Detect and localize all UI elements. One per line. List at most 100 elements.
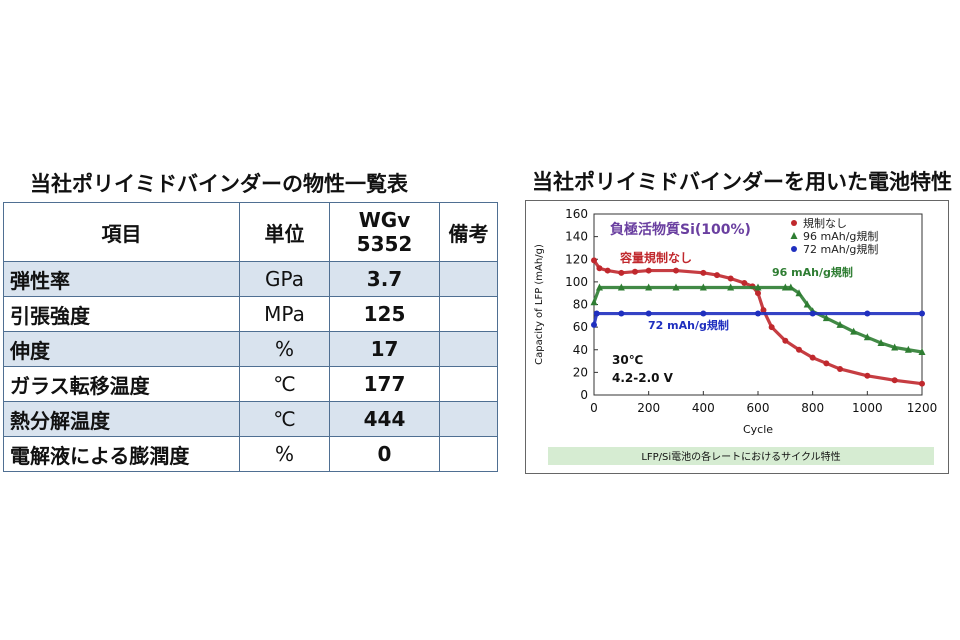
- table-row: 引張強度 MPa 125: [3, 296, 498, 332]
- x-tick-label: 600: [747, 401, 770, 415]
- data-point-1: [796, 346, 802, 353]
- x-tick-label: 800: [801, 401, 824, 415]
- row-unit: ℃: [239, 401, 330, 437]
- data-point-2: [699, 283, 707, 291]
- data-point-2: [836, 320, 844, 328]
- data-point-2: [754, 283, 762, 291]
- x-tick-label: 1000: [852, 401, 883, 415]
- data-point-1: [596, 265, 603, 272]
- annotation-no-limit: 容量規制なし: [619, 250, 692, 265]
- data-point-1: [632, 268, 638, 275]
- data-point-2: [617, 283, 625, 291]
- row-note: [439, 331, 498, 367]
- chart-title: 負極活物質Si(100%): [610, 221, 751, 238]
- y-tick-label: 40: [573, 343, 588, 357]
- y-axis-label: Capacity of LFP (mAh/g): [534, 244, 545, 365]
- legend-marker: [790, 232, 798, 239]
- data-point-1: [755, 290, 761, 297]
- data-point-2: [822, 314, 830, 322]
- y-tick-label: 20: [573, 365, 588, 379]
- data-point-1: [823, 360, 830, 367]
- data-point-2: [787, 283, 795, 291]
- data-point-2: [795, 289, 803, 297]
- table-row: 伸度 % 17: [3, 331, 498, 367]
- legend-marker: [791, 220, 797, 226]
- data-point-1: [604, 267, 611, 274]
- data-point-1: [591, 257, 597, 264]
- data-point-2: [727, 283, 735, 291]
- x-tick-label: 400: [692, 401, 715, 415]
- table-header-row: 項目 単位 WGv 5352 備考: [3, 202, 498, 262]
- y-tick-label: 140: [565, 230, 588, 244]
- data-point-1: [891, 377, 898, 384]
- data-point-2: [850, 327, 858, 335]
- row-unit: %: [239, 436, 330, 472]
- caption-bar: [548, 447, 934, 465]
- table-row: 弾性率 GPa 3.7: [3, 261, 498, 297]
- header-item: 項目: [3, 202, 240, 262]
- row-unit: GPa: [239, 261, 330, 297]
- legend-label: 96 mAh/g規制: [803, 229, 878, 243]
- annotation-temperature: 30℃: [612, 353, 643, 367]
- data-point-3: [919, 310, 925, 317]
- data-point-1: [919, 380, 925, 387]
- row-note: [439, 261, 498, 297]
- chart-caption: LFP/Si電池の各レートにおけるサイクル特性: [641, 450, 840, 463]
- table-row: 熱分解温度 ℃ 444: [3, 401, 498, 437]
- row-item: 電解液による膨潤度: [3, 436, 240, 472]
- data-point-2: [918, 348, 926, 356]
- data-point-1: [700, 269, 707, 276]
- data-point-1: [864, 372, 871, 379]
- header-note: 備考: [439, 202, 498, 262]
- table-title: 当社ポリイミドバインダーの物性一覧表: [30, 172, 408, 196]
- data-point-2: [863, 333, 871, 341]
- legend-label: 72 mAh/g規制: [803, 242, 878, 256]
- x-axis-label: Cycle: [743, 423, 773, 436]
- table-row: ガラス転移温度 ℃ 177: [3, 366, 498, 402]
- row-note: [439, 296, 498, 332]
- row-item: 弾性率: [3, 261, 240, 297]
- data-point-1: [727, 275, 734, 282]
- data-point-2: [891, 343, 899, 351]
- data-point-3: [593, 310, 600, 317]
- data-point-3: [700, 310, 707, 317]
- x-tick-label: 0: [590, 401, 598, 415]
- data-point-2: [803, 300, 811, 308]
- cycle-chart: 0 200 400 600 800 1000 1200 0 20 40 60 80 100 120 140 1…: [534, 207, 937, 465]
- y-tick-label: 60: [573, 320, 588, 334]
- annotation-96: 96 mAh/g規制: [772, 265, 853, 279]
- data-point-1: [673, 267, 679, 274]
- row-note: [439, 401, 498, 437]
- data-point-3: [591, 321, 597, 328]
- y-tick-label: 160: [565, 207, 588, 221]
- properties-table: 項目 単位 WGv 5352 備考 弾性率 GPa 3.7 引張強度 MPa 1…: [3, 202, 498, 472]
- row-unit: MPa: [239, 296, 330, 332]
- y-tick-label: 100: [565, 275, 588, 289]
- data-point-1: [837, 365, 843, 372]
- data-point-2: [781, 283, 789, 291]
- row-unit: %: [239, 331, 330, 367]
- data-point-1: [645, 267, 652, 274]
- chart-section-title: 当社ポリイミドバインダーを用いた電池特性: [532, 170, 952, 194]
- legend-label: 規制なし: [803, 216, 847, 230]
- legend-marker: [791, 246, 797, 252]
- data-point-2: [590, 298, 598, 306]
- data-point-1: [618, 269, 625, 276]
- data-point-3: [755, 310, 761, 317]
- table-row: 電解液による膨潤度 % 0: [3, 436, 498, 472]
- y-tick-label: 0: [580, 388, 588, 402]
- x-tick-label: 200: [637, 401, 660, 415]
- row-unit: ℃: [239, 366, 330, 402]
- data-point-2: [877, 338, 885, 346]
- row-item: 伸度: [3, 331, 240, 367]
- data-point-2: [645, 283, 653, 291]
- row-note: [439, 436, 498, 472]
- header-product-line2: 5352: [356, 232, 413, 256]
- row-item: ガラス転移温度: [3, 366, 240, 402]
- data-point-3: [618, 310, 625, 317]
- data-point-1: [741, 280, 748, 287]
- row-item: 熱分解温度: [3, 401, 240, 437]
- row-item: 引張強度: [3, 296, 240, 332]
- data-point-1: [809, 354, 816, 361]
- row-value: 3.7: [329, 261, 440, 297]
